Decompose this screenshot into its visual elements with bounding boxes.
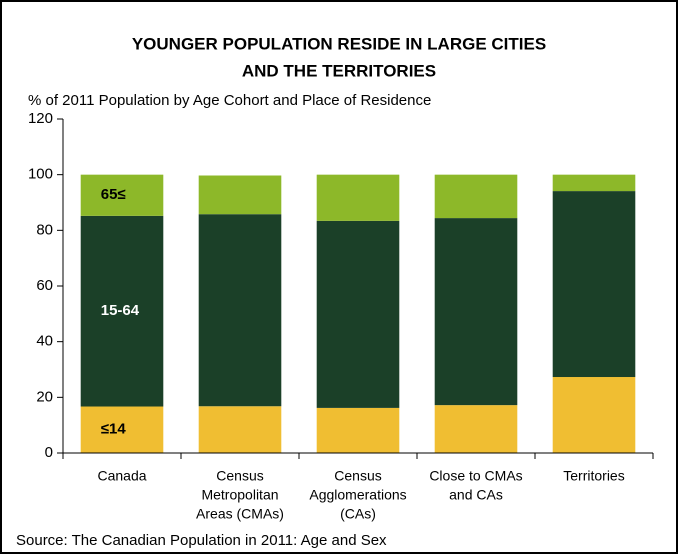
y-tick-label: 0 — [45, 444, 53, 461]
y-tick-label: 120 — [28, 110, 53, 127]
y-tick-label: 40 — [36, 333, 53, 350]
x-tick-label: (CAs) — [340, 506, 376, 522]
y-tick-label: 20 — [36, 388, 53, 405]
y-tick-label: 80 — [36, 221, 53, 238]
bar-segment — [80, 174, 164, 216]
x-tick-label: Territories — [563, 468, 624, 484]
bar-segment — [198, 406, 282, 453]
chart-title: AND THE TERRITORIES — [242, 61, 436, 80]
segment-label: 65≤ — [101, 186, 126, 203]
x-tick-label: Close to CMAs — [429, 468, 522, 484]
x-tick-label: Agglomerations — [309, 487, 406, 503]
x-tick-label: Canada — [97, 468, 146, 484]
bar-segment — [80, 215, 164, 407]
bar-segment — [316, 174, 400, 221]
bar-segment — [434, 405, 518, 453]
chart-title: YOUNGER POPULATION RESIDE IN LARGE CITIE… — [132, 34, 546, 53]
bar-segment — [316, 407, 400, 453]
bar-segment — [552, 377, 636, 453]
x-tick-label: and CAs — [449, 487, 503, 503]
bar-segment — [198, 214, 282, 407]
bar-segment — [316, 220, 400, 408]
source: Source: The Canadian Population in 2011:… — [16, 532, 387, 549]
x-tick-label: Metropolitan — [201, 487, 278, 503]
x-tick-label: Census — [216, 468, 263, 484]
x-tick-label: Census — [334, 468, 381, 484]
bar-segment — [198, 175, 282, 215]
bar-segment — [552, 174, 636, 192]
y-tick-label: 60 — [36, 277, 53, 294]
y-tick-label: 100 — [28, 166, 53, 183]
segment-label: 15-64 — [101, 302, 140, 319]
segment-label: ≤14 — [101, 421, 127, 438]
bar-segment — [434, 218, 518, 406]
subtitle: % of 2011 Population by Age Cohort and P… — [28, 92, 431, 109]
bar-segment — [80, 406, 164, 453]
bar-segment — [434, 174, 518, 219]
x-tick-label: Areas (CMAs) — [196, 506, 284, 522]
bar-segment — [552, 191, 636, 378]
